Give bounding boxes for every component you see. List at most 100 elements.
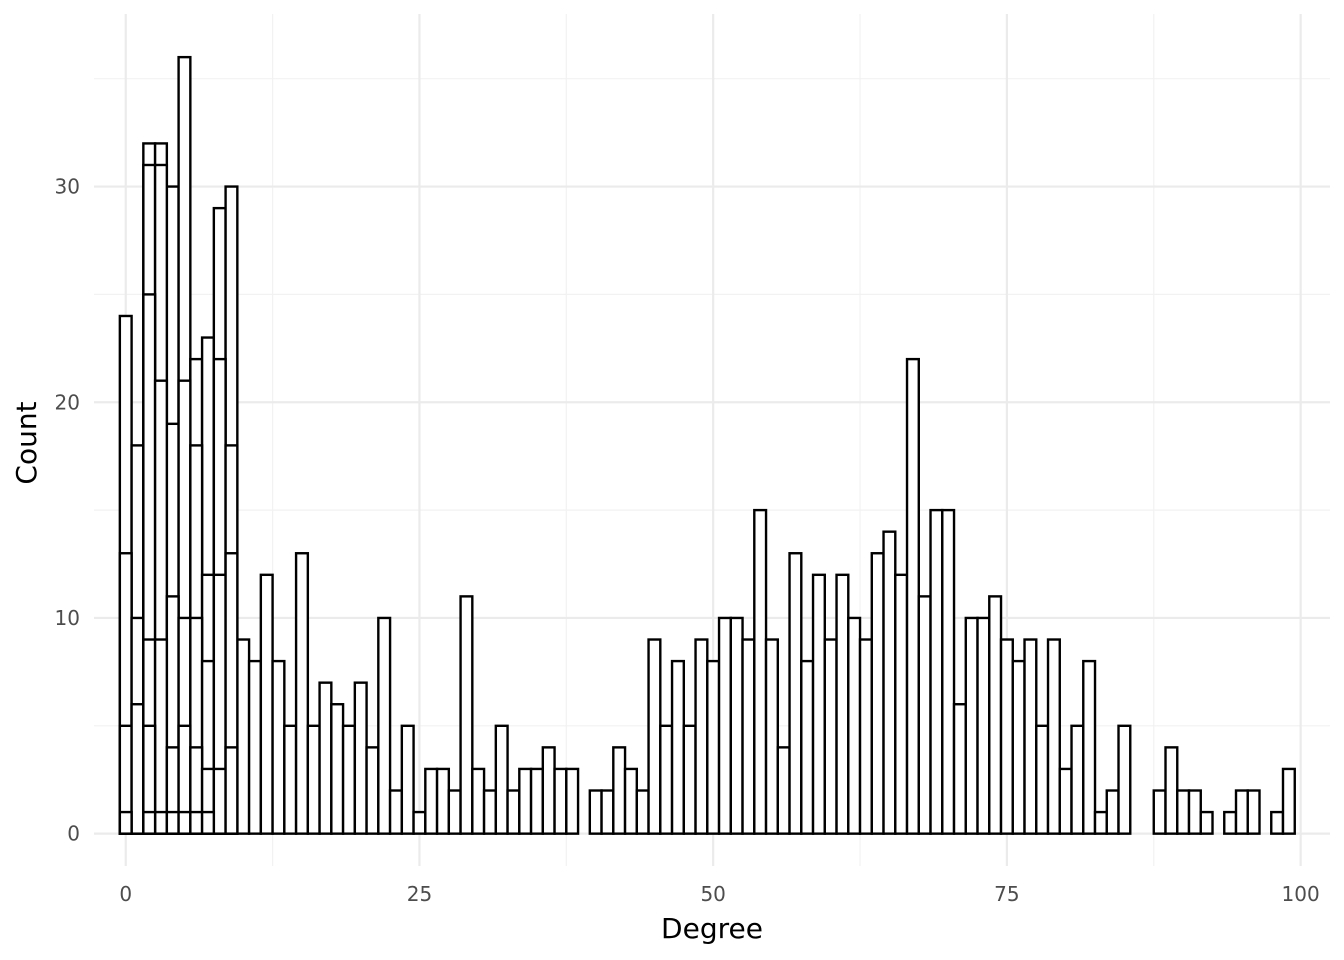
histogram-bar-series-0 <box>1281 767 1296 835</box>
histogram-bar-series-4 <box>200 810 216 835</box>
histogram-bar-series-0 <box>1082 659 1097 835</box>
x-tick-label: 75 <box>994 882 1019 906</box>
y-axis-title: Count <box>10 401 43 484</box>
histogram-bar-series-0 <box>1093 810 1108 835</box>
histogram-bar-series-0 <box>670 659 686 835</box>
histogram-bar-series-0 <box>835 573 850 835</box>
histogram-bar-series-0 <box>1270 810 1285 835</box>
histogram-bar-series-0 <box>600 789 615 835</box>
histogram-bar-series-4 <box>153 810 169 835</box>
histogram-bar-series-0 <box>424 767 439 835</box>
y-tick-label: 20 <box>55 390 80 414</box>
histogram-bar-series-0 <box>1105 789 1120 835</box>
histogram-bar-series-0 <box>236 638 251 835</box>
histogram-bar-series-0 <box>1058 767 1073 835</box>
histogram-bar-series-0 <box>612 746 627 835</box>
histogram-bar-series-0 <box>952 703 967 835</box>
histogram-bar-series-0 <box>447 789 462 835</box>
histogram-bar-series-0 <box>377 616 392 835</box>
histogram-bar-series-0 <box>294 552 310 835</box>
x-tick-label: 50 <box>700 882 725 906</box>
histogram-bar-series-4 <box>165 810 180 835</box>
histogram-bar-series-0 <box>459 595 474 835</box>
histogram-bar-series-0 <box>729 616 744 835</box>
histogram-bar-series-0 <box>1187 789 1202 835</box>
histogram-bar-series-0 <box>847 616 862 835</box>
y-tick-label: 10 <box>55 606 80 630</box>
x-axis-ticks: 0 25 50 75 100 <box>119 882 1319 906</box>
histogram-bar-series-0 <box>435 767 451 835</box>
histogram-bar-series-0 <box>988 595 1003 835</box>
histogram-bars <box>118 55 1296 835</box>
y-axis-ticks: 0 10 20 30 <box>55 175 80 846</box>
histogram-bar-series-0 <box>858 638 873 835</box>
histogram-bar-series-0 <box>506 789 521 835</box>
histogram-bar-series-0 <box>764 638 779 835</box>
histogram-bar-series-0 <box>623 767 639 835</box>
histogram-bar-series-0 <box>1234 789 1249 835</box>
histogram-bar-series-5 <box>142 810 157 835</box>
histogram-bar-series-0 <box>753 508 768 835</box>
histogram-bar-series-0 <box>330 703 345 835</box>
histogram-bar-series-0 <box>941 508 956 835</box>
histogram-bar-series-0 <box>741 638 756 835</box>
histogram-bar-series-0 <box>964 616 979 835</box>
histogram-bar-series-0 <box>1176 789 1191 835</box>
histogram-bar-series-0 <box>999 638 1014 835</box>
histogram-bar-series-3 <box>153 638 169 835</box>
histogram-bar-series-0 <box>1152 789 1167 835</box>
histogram-bar-series-0 <box>365 746 380 835</box>
histogram-bar-series-0 <box>823 638 838 835</box>
histogram-bar-series-0 <box>1035 724 1050 835</box>
histogram-bar-series-0 <box>565 767 580 835</box>
x-axis-title: Degree <box>661 912 763 945</box>
histogram-bar-series-0 <box>976 616 991 835</box>
histogram-bar-series-0 <box>717 616 732 835</box>
histogram-bar-series-3 <box>212 767 227 835</box>
histogram-bar-series-0 <box>929 508 944 835</box>
histogram-bar-series-0 <box>482 789 498 835</box>
histogram-bar-series-0 <box>788 552 803 835</box>
y-tick-label: 30 <box>55 175 80 199</box>
histogram-bar-series-0 <box>353 681 368 835</box>
histogram-bar-series-0 <box>905 357 920 835</box>
histogram-bar-series-0 <box>917 595 932 835</box>
histogram-bar-series-0 <box>247 659 263 835</box>
histogram-bar-series-0 <box>682 724 697 835</box>
x-tick-label: 25 <box>407 882 432 906</box>
histogram-bar-series-0 <box>1046 638 1061 835</box>
y-tick-label: 0 <box>67 822 80 846</box>
histogram-bar-series-0 <box>1023 638 1038 835</box>
histogram-bar-series-0 <box>647 638 662 835</box>
histogram-bar-series-0 <box>494 724 509 835</box>
histogram-bar-series-3 <box>224 746 239 835</box>
histogram-bar-series-0 <box>694 638 709 835</box>
histogram-bar-series-3 <box>118 810 133 835</box>
histogram-bar-series-0 <box>1011 659 1026 835</box>
histogram-bar-series-4 <box>189 810 204 835</box>
histogram-bar-series-0 <box>882 530 897 835</box>
histogram-bar-series-0 <box>1117 724 1132 835</box>
histogram-bar-series-0 <box>529 767 545 835</box>
histogram-bar-series-0 <box>1070 724 1085 835</box>
histogram-bar-series-0 <box>318 681 333 835</box>
histogram-bar-series-0 <box>388 789 404 835</box>
histogram-bar-series-0 <box>635 789 650 835</box>
histogram-bar-series-0 <box>541 746 556 835</box>
histogram-bar-series-0 <box>870 552 885 835</box>
histogram-bar-series-0 <box>1246 789 1261 835</box>
histogram-bar-series-0 <box>471 767 486 835</box>
histogram-bar-series-0 <box>659 724 674 835</box>
histogram-bar-series-0 <box>518 767 533 835</box>
histogram-bar-series-0 <box>412 810 427 835</box>
histogram-bar-series-0 <box>800 659 815 835</box>
histogram-bar-series-0 <box>776 746 791 835</box>
histogram-bar-series-0 <box>706 659 721 835</box>
histogram-bar-series-2 <box>130 703 145 835</box>
histogram-bar-series-0 <box>271 659 286 835</box>
histogram-bar-series-0 <box>283 724 298 835</box>
histogram-bar-series-0 <box>1199 810 1214 835</box>
x-tick-label: 0 <box>119 882 132 906</box>
histogram-bar-series-0 <box>553 767 568 835</box>
